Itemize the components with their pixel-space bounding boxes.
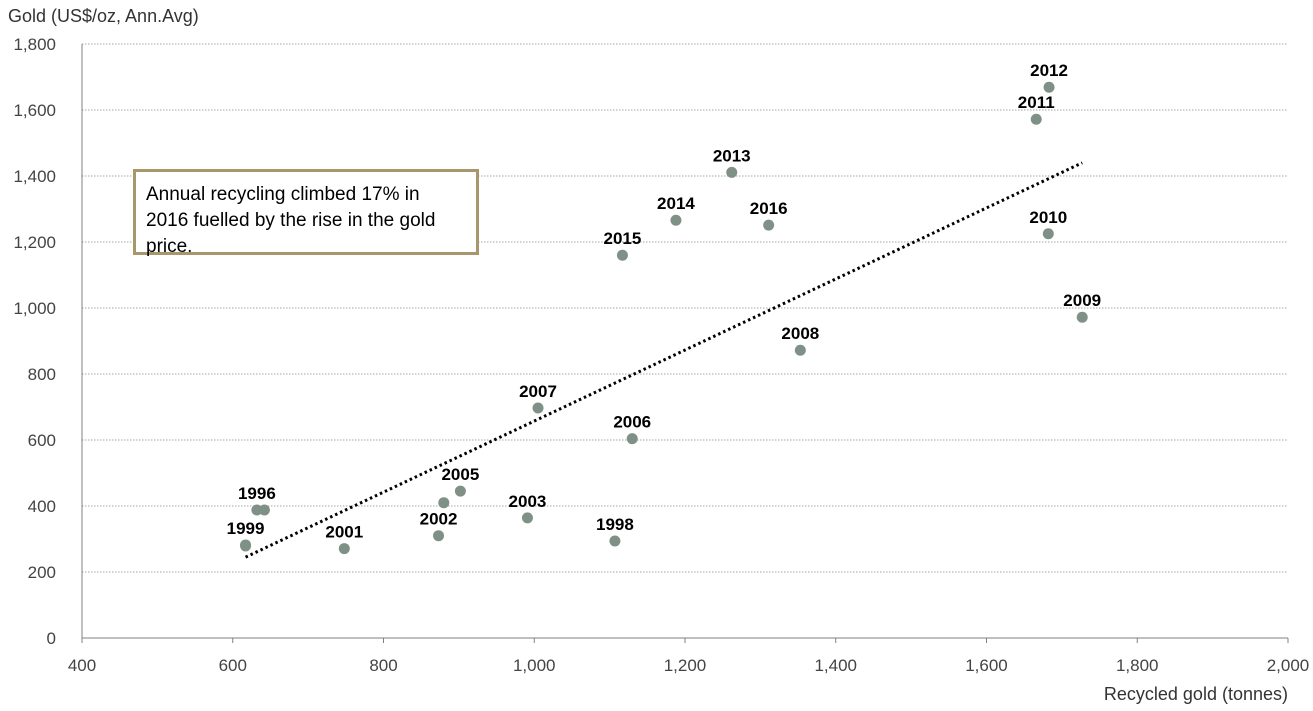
annotation-text: Annual recycling climbed 17% in 2016 fue… (146, 184, 436, 257)
x-tick-label: 1,800 (1116, 656, 1159, 675)
data-label: 2013 (713, 146, 751, 165)
point-labels: 1996 1999 2001 2002 2005 2003 1998 2006 2007 2008… (227, 61, 1101, 541)
x-tick-label: 2,000 (1267, 656, 1310, 675)
tick-labels: 0 200 400 600 800 1,000 1,200 1,400 1,600 1,800 40… (13, 35, 1309, 675)
data-label: 2014 (657, 194, 695, 213)
data-point (1042, 228, 1054, 240)
data-point (338, 543, 350, 555)
data-label: 2002 (420, 510, 458, 529)
data-point (726, 166, 738, 178)
x-tick-label: 1,200 (664, 656, 707, 675)
y-axis-title: Gold (US$/oz, Ann.Avg) (8, 6, 199, 26)
x-tick-label: 800 (369, 656, 397, 675)
data-point (1043, 81, 1055, 93)
data-label: 2001 (325, 523, 363, 542)
y-tick-label: 1,200 (13, 233, 56, 252)
y-tick-label: 200 (28, 563, 56, 582)
axes (81, 44, 1289, 643)
data-point (433, 530, 445, 542)
data-point (763, 219, 775, 231)
data-label: 2016 (750, 199, 788, 218)
data-label: 1999 (227, 519, 265, 538)
data-point (454, 485, 466, 497)
y-tick-label: 1,600 (13, 101, 56, 120)
data-label: 2006 (613, 413, 651, 432)
data-label: 2012 (1030, 61, 1068, 80)
x-tick-label: 1,400 (814, 656, 857, 675)
data-point (794, 344, 806, 356)
data-label: 2003 (509, 492, 547, 511)
data-label: 1998 (596, 515, 634, 534)
trendline (244, 161, 1083, 559)
data-label: 2015 (604, 229, 642, 248)
data-point (532, 402, 544, 414)
data-point (251, 504, 263, 516)
x-tick-label: 1,000 (513, 656, 556, 675)
x-tick-label: 600 (219, 656, 247, 675)
data-label: 2008 (781, 324, 819, 343)
data-point (438, 497, 450, 509)
y-tick-label: 1,400 (13, 167, 56, 186)
x-axis-title: Recycled gold (tonnes) (1104, 684, 1288, 704)
data-points (240, 81, 1088, 555)
data-label: 1996 (238, 484, 276, 503)
data-label: 2009 (1063, 291, 1101, 310)
y-tick-label: 600 (28, 431, 56, 450)
y-tick-label: 0 (47, 629, 56, 648)
y-tick-label: 400 (28, 497, 56, 516)
x-tick-label: 1,600 (965, 656, 1008, 675)
y-tick-label: 800 (28, 365, 56, 384)
trendline-group (244, 161, 1083, 559)
data-label: 2011 (1018, 93, 1055, 112)
data-label: 2005 (441, 465, 479, 484)
data-label: 2010 (1029, 208, 1067, 227)
data-point (258, 504, 270, 516)
data-point (1076, 311, 1088, 323)
data-point (240, 540, 252, 552)
data-point (626, 433, 638, 445)
y-tick-label: 1,000 (13, 299, 56, 318)
data-point (521, 512, 533, 524)
data-point (1030, 113, 1042, 125)
data-point (616, 249, 628, 261)
y-tick-label: 1,800 (13, 35, 56, 54)
data-point (609, 535, 621, 547)
data-point (670, 214, 682, 226)
annotation-box: Annual recycling climbed 17% in 2016 fue… (133, 169, 479, 257)
x-tick-label: 400 (68, 656, 96, 675)
data-label: 2007 (519, 382, 557, 401)
